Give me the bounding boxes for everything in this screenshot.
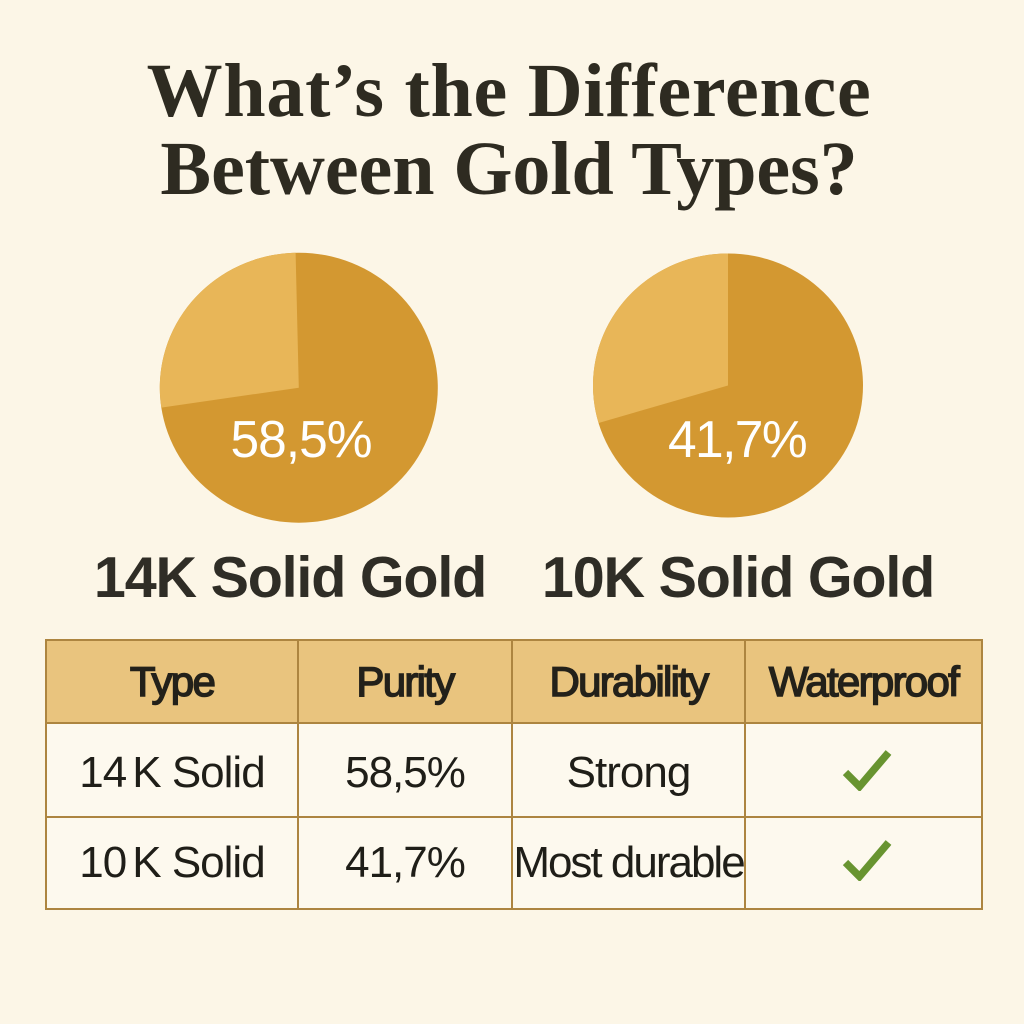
svg-text:41,7%: 41,7% <box>668 410 806 468</box>
svg-text:58,5%: 58,5% <box>230 410 371 468</box>
